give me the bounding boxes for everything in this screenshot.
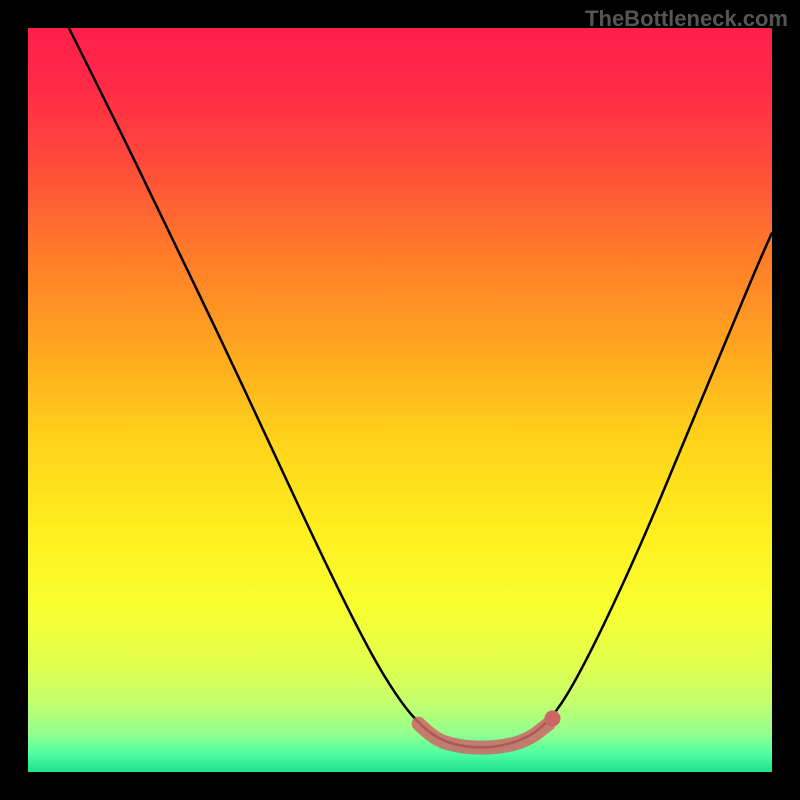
chart-svg <box>0 0 800 800</box>
optimal-end-marker <box>545 710 561 726</box>
watermark-text: TheBottleneck.com <box>585 6 788 32</box>
bottleneck-chart: TheBottleneck.com <box>0 0 800 800</box>
plot-background <box>28 28 772 772</box>
